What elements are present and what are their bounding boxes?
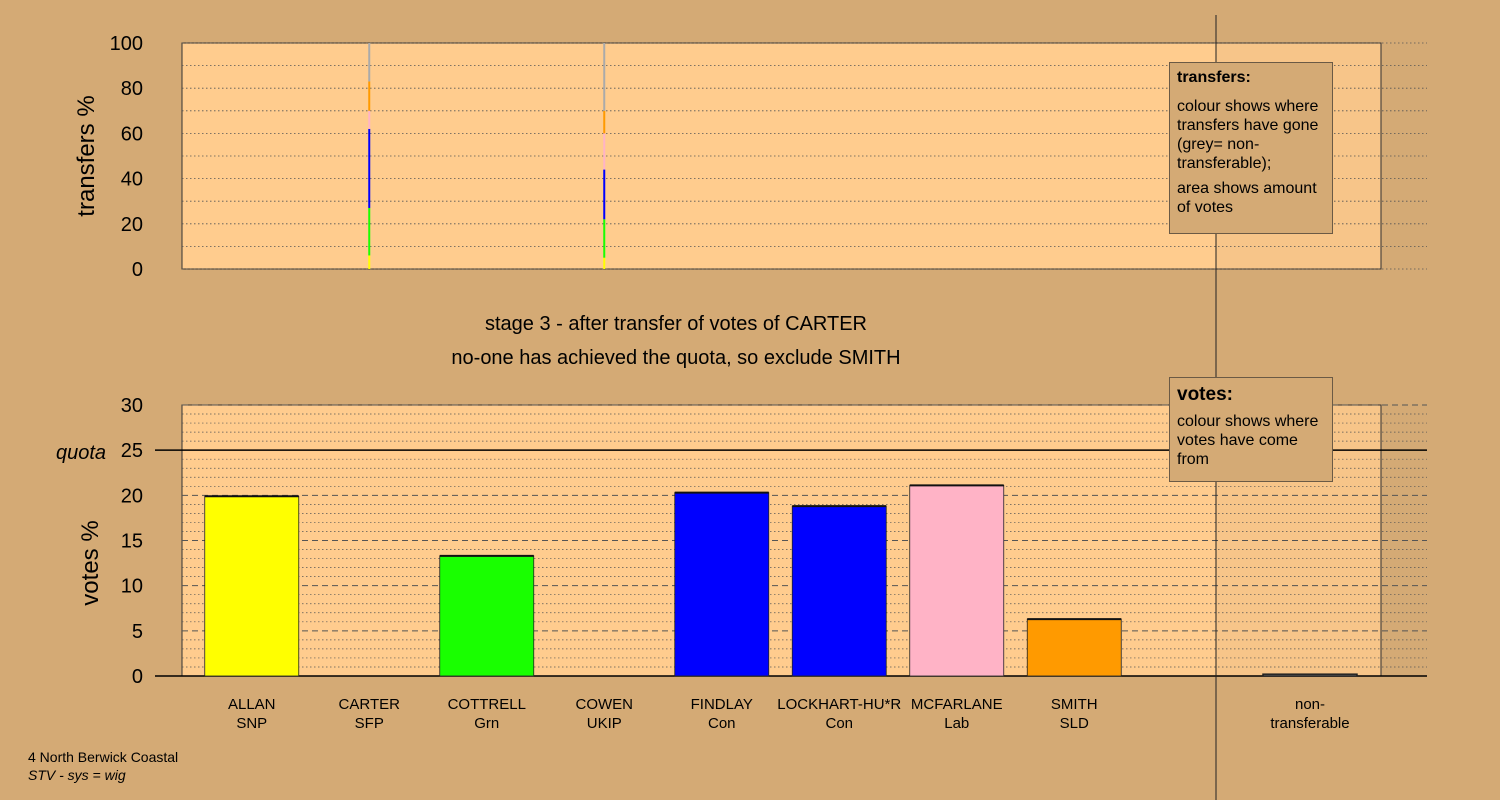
candidate-name-label: SMITH (1051, 696, 1098, 713)
transfers-y-axis-label: transfers % (73, 95, 100, 216)
transfer-segment (603, 257, 606, 269)
candidate-name-label: COWEN (576, 696, 634, 713)
votes-legend-colour-note: colour shows where votes have come from (1177, 413, 1319, 468)
non-transferable-label: transferable (1270, 715, 1349, 732)
votes-bars (204, 484, 1358, 677)
transfers-legend-colour-note: colour shows where transfers have gone (… (1177, 98, 1319, 172)
vote-bar-allan (204, 495, 300, 677)
votes-y-tick-label: 20 (121, 485, 143, 507)
quota-label: quota (56, 442, 106, 464)
vote-bar-mcfarlane (909, 484, 1005, 677)
transfers-y-tick-label: 80 (121, 78, 143, 100)
votes-y-tick-label: 10 (121, 576, 143, 598)
transfer-segment (368, 43, 371, 82)
votes-legend-title: votes: (1177, 384, 1233, 405)
transfers-legend-area-note: area shows amount of votes (1177, 180, 1317, 216)
candidate-party-label: SFP (355, 715, 384, 732)
footer-system-note: STV - sys = wig (28, 767, 126, 783)
candidate-party-label: Con (708, 715, 736, 732)
candidate-name-label: ALLAN (228, 696, 276, 713)
vote-bar-non-transferable (1262, 673, 1358, 677)
votes-y-tick-label: 25 (121, 440, 143, 462)
non-transferable-label: non- (1295, 696, 1325, 713)
transfer-segment (603, 133, 606, 170)
candidate-party-label: SNP (236, 715, 267, 732)
votes-y-tick-label: 30 (121, 395, 143, 417)
transfers-legend-title: transfers: (1177, 69, 1251, 86)
transfers-y-tick-label: 20 (121, 214, 143, 236)
transfers-bars (368, 43, 606, 269)
candidate-name-label: LOCKHART-HU*R (777, 696, 901, 713)
candidate-party-label: UKIP (587, 715, 622, 732)
stage-subtitle: no-one has achieved the quota, so exclud… (451, 347, 900, 369)
stage-title: stage 3 - after transfer of votes of CAR… (485, 313, 867, 335)
votes-y-tick-label: 0 (132, 666, 143, 688)
transfers-y-tick-label: 0 (132, 259, 143, 281)
candidate-party-label: Grn (474, 715, 499, 732)
transfers-legend: transfers: colour shows where transfers … (1169, 62, 1333, 234)
transfers-y-ticks: 0 20 40 60 80 100 (110, 33, 143, 281)
candidate-name-label: CARTER (339, 696, 401, 713)
transfers-y-tick-label: 60 (121, 123, 143, 145)
transfer-segment (603, 110, 606, 134)
votes-x-labels: ALLAN SNP CARTER SFP COTTRELL Grn COWEN UKIP FIN… (228, 696, 1350, 732)
candidate-name-label: MCFARLANE (911, 696, 1003, 713)
transfer-segment (368, 110, 371, 129)
votes-legend: votes: colour shows where votes have com… (1169, 377, 1333, 482)
candidate-party-label: Lab (944, 715, 969, 732)
transfer-segment (603, 43, 606, 111)
candidate-party-label: SLD (1060, 715, 1089, 732)
vote-bar-lockhart-hu-r (791, 505, 887, 677)
votes-y-tick-label: 15 (121, 531, 143, 553)
transfer-segment (368, 255, 371, 269)
transfers-y-tick-label: 40 (121, 169, 143, 191)
transfer-segment (368, 81, 371, 111)
vote-bar-cottrell (439, 555, 535, 677)
vote-bar-findlay (674, 492, 770, 677)
votes-y-ticks: 0 5 10 15 20 25 30 (121, 395, 143, 688)
transfer-segment (603, 219, 606, 258)
transfer-segment (368, 207, 371, 256)
candidate-name-label: COTTRELL (448, 696, 526, 713)
vote-bar-smith (1026, 618, 1122, 677)
candidate-name-label: FINDLAY (691, 696, 753, 713)
footer-ward-name: 4 North Berwick Coastal (28, 749, 179, 765)
transfer-segment (603, 169, 606, 220)
transfers-y-tick-label: 100 (110, 33, 143, 55)
candidate-party-label: Con (825, 715, 853, 732)
votes-y-axis-label: votes % (77, 520, 104, 605)
votes-y-tick-label: 5 (132, 621, 143, 643)
transfer-segment (368, 128, 371, 208)
